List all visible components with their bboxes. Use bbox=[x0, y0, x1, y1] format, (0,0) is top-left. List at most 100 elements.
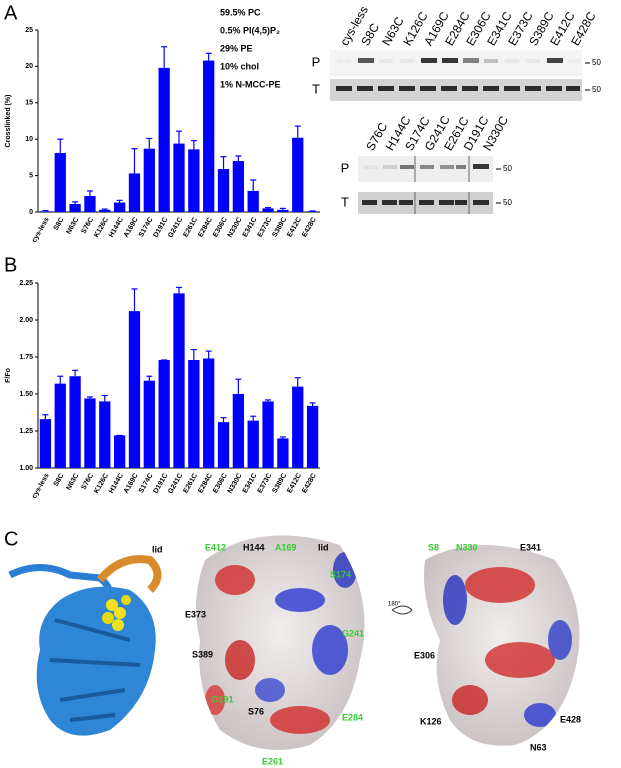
y-tick-label: 1.25 bbox=[19, 428, 33, 435]
annotation: 29% PE bbox=[220, 43, 253, 53]
bar bbox=[188, 359, 200, 468]
residue-label: E412 bbox=[205, 542, 226, 552]
bar bbox=[203, 60, 215, 212]
x-tick-label: S8C bbox=[53, 472, 66, 487]
bar bbox=[217, 169, 230, 212]
y-tick-label: 2.00 bbox=[19, 317, 33, 324]
panel-letter: B bbox=[4, 254, 17, 276]
residue-label: lid bbox=[318, 542, 329, 552]
bar bbox=[262, 208, 274, 212]
row-label: P bbox=[341, 160, 350, 175]
x-tick-label: S76C bbox=[80, 216, 95, 235]
y-axis-label: F/Fo bbox=[5, 368, 12, 383]
x-tick-label: cys-less bbox=[31, 472, 51, 500]
bar bbox=[232, 394, 245, 468]
bar bbox=[143, 148, 155, 212]
bar bbox=[292, 386, 304, 468]
label: lid bbox=[152, 544, 163, 554]
residue-label: S76 bbox=[248, 706, 264, 716]
residue-label: S174 bbox=[330, 569, 351, 579]
bar bbox=[247, 420, 259, 468]
bar bbox=[188, 149, 200, 212]
row-label: P bbox=[312, 54, 321, 69]
ribbon-structure: lid bbox=[8, 544, 163, 736]
x-tick-label: N63C bbox=[65, 216, 80, 235]
residue-label: E373 bbox=[185, 609, 206, 619]
bar bbox=[99, 209, 111, 212]
surface-front bbox=[196, 535, 365, 750]
marker-label: 50 bbox=[503, 164, 512, 173]
y-axis-label: Crosslinked (%) bbox=[5, 95, 12, 148]
bar bbox=[292, 137, 304, 212]
panel-letter: C bbox=[4, 528, 18, 550]
annotation: 10% chol bbox=[220, 61, 259, 71]
residue-label: S389 bbox=[192, 649, 213, 659]
residue-label: D191 bbox=[212, 694, 234, 704]
annotation: 59.5% PC bbox=[220, 7, 261, 17]
x-tick-label: N63C bbox=[65, 472, 80, 491]
rotation-label: 180° bbox=[388, 602, 401, 608]
marker-label: 50 bbox=[592, 58, 601, 67]
x-tick-label: E428C bbox=[301, 216, 318, 238]
bar bbox=[217, 422, 230, 468]
x-tick-label: E428C bbox=[301, 472, 318, 494]
annotation: 0.5% PI(4,5)P₂ bbox=[220, 25, 280, 35]
residue-label: A169 bbox=[275, 542, 297, 552]
bar bbox=[306, 211, 319, 212]
bar bbox=[262, 401, 274, 468]
y-tick-label: 15 bbox=[25, 100, 33, 107]
residue-label: E284 bbox=[342, 712, 363, 722]
bar bbox=[247, 190, 259, 212]
bar bbox=[113, 435, 126, 468]
marker-label: 50 bbox=[503, 198, 512, 207]
x-tick-label: cys-less bbox=[31, 216, 51, 244]
residue-label: N63 bbox=[530, 742, 547, 752]
bar bbox=[173, 143, 185, 212]
bar bbox=[54, 153, 66, 212]
panel-letter: A bbox=[4, 2, 18, 24]
y-tick-label: 1.50 bbox=[19, 391, 33, 398]
y-tick-label: 1.75 bbox=[19, 354, 33, 361]
residue-label: E306 bbox=[414, 650, 435, 660]
residue-label: E428 bbox=[560, 714, 581, 724]
bar bbox=[69, 376, 81, 468]
marker-label: 50 bbox=[592, 85, 601, 94]
bar bbox=[277, 209, 289, 212]
y-tick-label: 20 bbox=[25, 63, 33, 70]
bar bbox=[158, 67, 170, 212]
residue-label: S8 bbox=[428, 542, 439, 552]
bar bbox=[69, 203, 81, 212]
bar bbox=[84, 195, 96, 212]
bar bbox=[39, 419, 52, 468]
y-tick-label: 25 bbox=[25, 27, 33, 34]
bar bbox=[84, 398, 96, 468]
row-label: T bbox=[312, 81, 320, 96]
bar bbox=[306, 405, 319, 468]
residue-label: N330 bbox=[456, 542, 478, 552]
bar bbox=[203, 358, 215, 468]
bar bbox=[173, 293, 185, 468]
residue-label: E341 bbox=[520, 542, 541, 552]
residue-label: H144 bbox=[243, 542, 265, 552]
y-tick-label: 1.00 bbox=[19, 465, 33, 472]
bar bbox=[99, 401, 111, 468]
y-tick-label: 2.25 bbox=[19, 280, 33, 287]
row-label: T bbox=[341, 194, 349, 209]
bar bbox=[158, 359, 170, 468]
bar bbox=[277, 438, 289, 468]
annotation: 1% N-MCC-PE bbox=[220, 79, 281, 89]
bar bbox=[39, 211, 52, 212]
residue-label: G241 bbox=[342, 628, 364, 638]
bar bbox=[54, 383, 66, 468]
bar bbox=[113, 202, 126, 212]
y-tick-label: 5 bbox=[29, 172, 33, 179]
gel-image bbox=[330, 50, 582, 214]
y-tick-label: 10 bbox=[25, 136, 33, 143]
bar bbox=[232, 161, 245, 212]
bar bbox=[143, 380, 155, 468]
x-tick-label: S8C bbox=[53, 216, 66, 231]
bar bbox=[128, 173, 141, 212]
residue-label: K126 bbox=[420, 716, 442, 726]
surface-back bbox=[391, 545, 580, 746]
